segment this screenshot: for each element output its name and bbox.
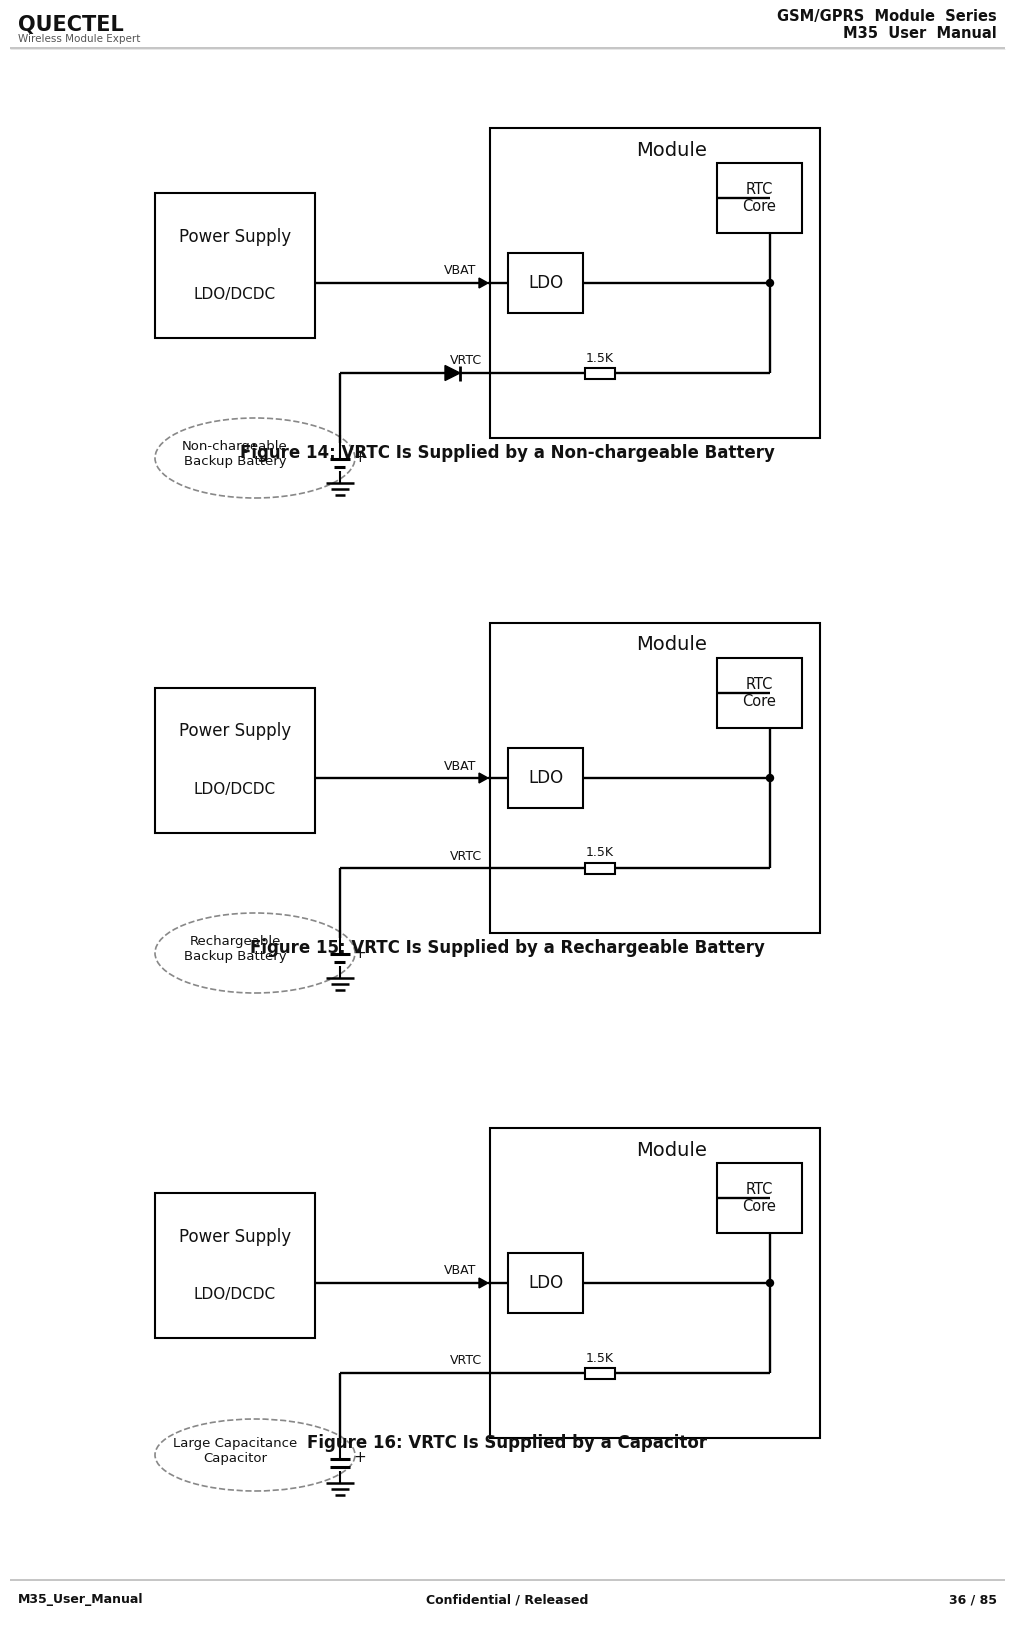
Polygon shape	[479, 1278, 488, 1287]
Polygon shape	[479, 278, 488, 288]
Text: QUECTEL: QUECTEL	[18, 15, 124, 34]
Polygon shape	[479, 773, 488, 783]
Bar	[490, 622, 820, 934]
Bar	[508, 1253, 583, 1314]
Text: +: +	[353, 945, 366, 960]
Bar	[585, 367, 615, 378]
Text: LDO/DCDC: LDO/DCDC	[194, 287, 276, 301]
Text: LDO/DCDC: LDO/DCDC	[194, 1287, 276, 1302]
Bar	[585, 1368, 615, 1379]
Text: 36 / 85: 36 / 85	[949, 1594, 997, 1607]
Text: Power Supply: Power Supply	[179, 228, 291, 246]
Text: LDO: LDO	[528, 768, 563, 786]
Circle shape	[766, 1279, 773, 1286]
Polygon shape	[445, 365, 460, 380]
Text: Module: Module	[636, 636, 706, 655]
Text: LDO: LDO	[528, 274, 563, 292]
Text: LDO/DCDC: LDO/DCDC	[194, 781, 276, 798]
Ellipse shape	[155, 1419, 355, 1491]
Text: Large Capacitance
Capacitor: Large Capacitance Capacitor	[173, 1437, 297, 1464]
Text: 1.5K: 1.5K	[586, 847, 614, 860]
Bar	[717, 164, 802, 233]
Text: 1.5K: 1.5K	[586, 352, 614, 365]
Text: Module: Module	[636, 1140, 706, 1160]
Text: VRTC: VRTC	[450, 850, 482, 863]
Text: +: +	[353, 450, 366, 465]
Text: RTC
Core: RTC Core	[743, 676, 776, 709]
Text: VRTC: VRTC	[450, 354, 482, 367]
Text: Module: Module	[636, 141, 706, 159]
Bar	[508, 749, 583, 808]
Circle shape	[766, 775, 773, 781]
Text: M35_User_Manual: M35_User_Manual	[18, 1594, 143, 1607]
Bar	[155, 1192, 315, 1338]
Text: Rechargeable
Backup Battery: Rechargeable Backup Battery	[184, 935, 286, 963]
Text: Figure 16: VRTC Is Supplied by a Capacitor: Figure 16: VRTC Is Supplied by a Capacit…	[307, 1433, 707, 1451]
Bar	[585, 863, 615, 873]
Bar	[155, 688, 315, 834]
Text: 1.5K: 1.5K	[586, 1351, 614, 1364]
Text: GSM/GPRS  Module  Series: GSM/GPRS Module Series	[777, 10, 997, 25]
Bar	[155, 193, 315, 337]
Text: Non-chargeable
Backup Battery: Non-chargeable Backup Battery	[182, 441, 288, 468]
Text: +: +	[353, 1451, 366, 1466]
Text: RTC
Core: RTC Core	[743, 182, 776, 215]
Bar	[490, 1129, 820, 1438]
Text: Confidential / Released: Confidential / Released	[426, 1594, 588, 1607]
Bar	[508, 252, 583, 313]
Text: Power Supply: Power Supply	[179, 1227, 291, 1245]
Ellipse shape	[155, 418, 355, 498]
Text: M35  User  Manual: M35 User Manual	[843, 26, 997, 41]
Bar	[717, 1163, 802, 1233]
Text: Wireless Module Expert: Wireless Module Expert	[18, 34, 140, 44]
Bar	[490, 128, 820, 437]
Bar	[717, 658, 802, 727]
Text: Figure 14: VRTC Is Supplied by a Non-chargeable Battery: Figure 14: VRTC Is Supplied by a Non-cha…	[240, 444, 774, 462]
Text: Figure 15: VRTC Is Supplied by a Rechargeable Battery: Figure 15: VRTC Is Supplied by a Recharg…	[250, 939, 764, 957]
Circle shape	[766, 280, 773, 287]
Text: VBAT: VBAT	[444, 760, 476, 773]
Text: VRTC: VRTC	[450, 1355, 482, 1368]
Text: VBAT: VBAT	[444, 1265, 476, 1278]
Text: Power Supply: Power Supply	[179, 722, 291, 740]
Text: RTC
Core: RTC Core	[743, 1181, 776, 1214]
Text: VBAT: VBAT	[444, 264, 476, 277]
Ellipse shape	[155, 912, 355, 993]
Text: LDO: LDO	[528, 1274, 563, 1292]
